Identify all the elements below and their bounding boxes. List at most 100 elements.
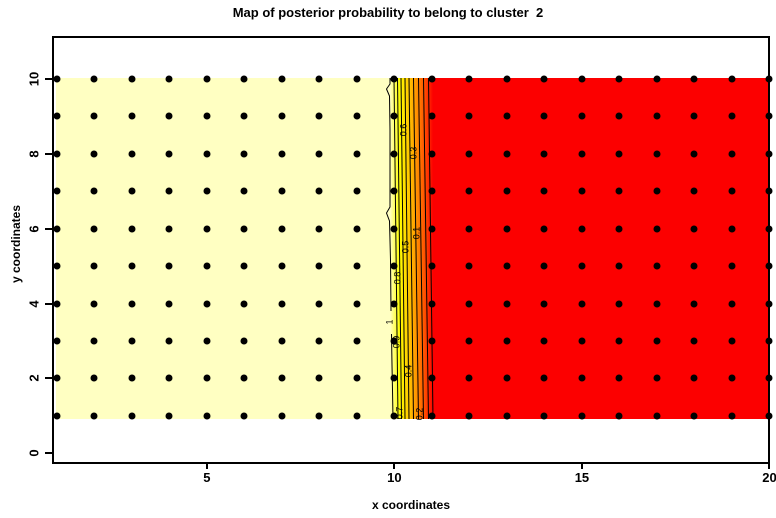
grid-point-x19-y3 (728, 337, 736, 345)
grid-point-x4-y7 (165, 187, 173, 195)
grid-point-x15-y8 (578, 150, 586, 158)
grid-point-x18-y2 (690, 374, 698, 382)
contour-label-0.5: 0.5 (400, 240, 411, 254)
plot-title: Map of posterior probability to belong t… (232, 5, 544, 20)
y-tick-label-2: 2 (26, 374, 42, 382)
grid-point-x5-y6 (203, 225, 211, 233)
grid-point-x15-y6 (578, 225, 586, 233)
grid-point-x8-y6 (315, 225, 323, 233)
grid-point-x13-y9 (503, 112, 511, 120)
grid-point-x10-y8 (390, 150, 398, 158)
grid-point-x7-y3 (278, 337, 286, 345)
y-tick-label-6: 6 (26, 225, 42, 233)
grid-point-x12-y3 (465, 337, 473, 345)
grid-point-x1-y4 (53, 300, 61, 307)
grid-point-x4-y10 (165, 75, 173, 83)
grid-point-x6-y5 (240, 262, 248, 270)
grid-point-x9-y5 (353, 262, 361, 270)
grid-point-x8-y5 (315, 262, 323, 270)
grid-point-x16-y8 (615, 150, 623, 158)
y-tick-mark-0 (45, 452, 52, 455)
grid-point-x12-y9 (465, 112, 473, 120)
y-tick-label-10: 10 (26, 71, 42, 87)
x-tick-mark-10 (393, 462, 396, 469)
grid-point-x5-y3 (203, 337, 211, 345)
grid-point-x2-y7 (90, 187, 98, 195)
grid-point-x5-y9 (203, 112, 211, 120)
contour-line-0.9 (393, 78, 399, 419)
grid-point-x13-y8 (503, 150, 511, 158)
y-tick-label-0: 0 (26, 449, 42, 457)
grid-point-x8-y3 (315, 337, 323, 345)
contour-line-1-segment-0 (385, 78, 392, 312)
grid-point-x2-y5 (90, 262, 98, 270)
y-tick-mark-6 (45, 227, 52, 230)
grid-point-x15-y3 (578, 337, 586, 345)
grid-point-x18-y10 (690, 75, 698, 83)
grid-point-x14-y1 (540, 412, 548, 420)
grid-point-x14-y7 (540, 187, 548, 195)
grid-point-x3-y10 (128, 75, 136, 83)
grid-point-x2-y3 (90, 337, 98, 345)
low-probability-region (433, 78, 770, 419)
grid-point-x11-y1 (428, 412, 436, 420)
grid-point-x12-y6 (465, 225, 473, 233)
grid-point-x15-y5 (578, 262, 586, 270)
high-probability-region (56, 78, 390, 419)
grid-point-x14-y6 (540, 225, 548, 233)
grid-point-x4-y5 (165, 262, 173, 270)
grid-point-x14-y8 (540, 150, 548, 158)
grid-point-x9-y2 (353, 374, 361, 382)
grid-point-x4-y8 (165, 150, 173, 158)
grid-point-x3-y3 (128, 337, 136, 345)
grid-point-x9-y8 (353, 150, 361, 158)
grid-point-x13-y10 (503, 75, 511, 83)
grid-point-x4-y4 (165, 300, 173, 307)
grid-point-x11-y5 (428, 262, 436, 270)
grid-point-x20-y1 (765, 412, 773, 420)
grid-point-x1-y2 (53, 374, 61, 382)
grid-point-x4-y2 (165, 374, 173, 382)
grid-point-x14-y5 (540, 262, 548, 270)
grid-point-x14-y9 (540, 112, 548, 120)
grid-point-x4-y9 (165, 112, 173, 120)
grid-point-x7-y5 (278, 262, 286, 270)
x-tick-mark-5 (205, 462, 208, 469)
grid-point-x17-y6 (653, 225, 661, 233)
y-tick-label-4: 4 (26, 299, 42, 308)
grid-point-x1-y8 (53, 150, 61, 158)
grid-point-x9-y10 (353, 75, 361, 83)
grid-point-x17-y3 (653, 337, 661, 345)
grid-point-x9-y6 (353, 225, 361, 233)
grid-point-x16-y2 (615, 374, 623, 382)
grid-point-x10-y10 (390, 75, 398, 83)
contour-line-0.1 (428, 78, 434, 419)
grid-point-x3-y4 (128, 300, 136, 307)
grid-point-x16-y9 (615, 112, 623, 120)
grid-point-x12-y5 (465, 262, 473, 270)
grid-point-x5-y2 (203, 374, 211, 382)
contour-label-0.3: 0.3 (408, 146, 419, 160)
grid-point-x7-y6 (278, 225, 286, 233)
grid-point-x6-y1 (240, 412, 248, 420)
contour-label-0.6: 0.6 (398, 123, 409, 137)
grid-point-x20-y2 (765, 374, 773, 382)
grid-point-x13-y5 (503, 262, 511, 270)
grid-point-x16-y5 (615, 262, 623, 270)
grid-point-x1-y10 (53, 75, 61, 83)
grid-point-x16-y3 (615, 337, 623, 345)
contour-label-0.1: 0.1 (411, 226, 422, 240)
grid-point-x17-y8 (653, 150, 661, 158)
grid-point-x20-y6 (765, 225, 773, 233)
grid-point-x6-y2 (240, 374, 248, 382)
x-tick-mark-20 (768, 462, 771, 469)
grid-point-x19-y1 (728, 412, 736, 420)
grid-point-x1-y5 (53, 262, 61, 270)
grid-point-x6-y8 (240, 150, 248, 158)
grid-point-x7-y8 (278, 150, 286, 158)
grid-point-x5-y5 (203, 262, 211, 270)
grid-point-x12-y4 (465, 300, 473, 307)
grid-point-x9-y9 (353, 112, 361, 120)
grid-point-x13-y1 (503, 412, 511, 420)
x-axis-title: x coordinates (371, 498, 451, 512)
